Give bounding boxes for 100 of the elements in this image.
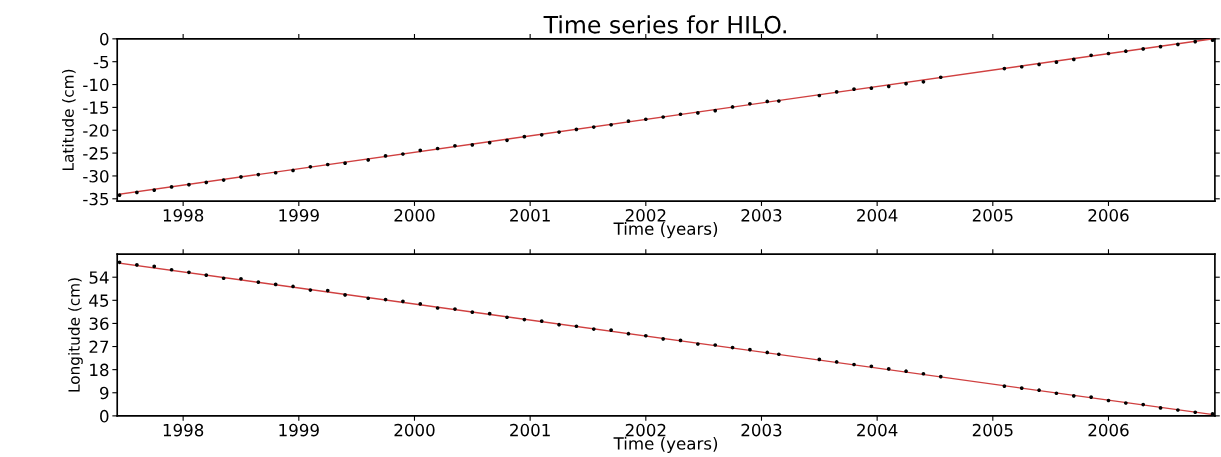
y-tick-label: 0 [100,32,109,46]
x-tick-label: 2002 [625,209,666,222]
point [383,154,388,158]
point [852,87,856,91]
point [135,263,139,267]
point [308,288,313,292]
point [904,81,908,86]
chart-title: Time series for HILO. [543,15,786,34]
x-tick-label: 1998 [163,423,204,437]
point [117,193,122,197]
point [453,307,457,311]
point [169,185,174,189]
point [643,117,648,122]
x-axis-title: Time (years) [613,436,718,453]
point [1089,53,1093,58]
point [1176,42,1180,47]
point [1054,391,1059,396]
point [152,264,157,269]
point [418,148,423,153]
y-tick-label: 0 [100,409,109,423]
point [221,178,226,182]
point [904,369,908,374]
point [643,333,648,338]
x-tick-label: 2004 [857,423,898,437]
point [869,364,874,369]
point [869,86,874,91]
point [661,115,665,119]
x-tick-label: 2004 [857,209,898,222]
point [557,322,561,327]
point [435,306,440,310]
x-tick-label: 2000 [394,209,435,222]
point [730,105,735,109]
point [776,352,781,357]
point [817,93,822,98]
x-axis-title: Time (years) [613,222,718,239]
x-tick-label: 1998 [163,209,204,222]
point [418,302,423,306]
point [1176,408,1180,412]
point [135,190,139,195]
point [1002,384,1007,388]
point [1193,39,1198,44]
x-tick-label: 2006 [1088,423,1129,437]
point [453,143,457,148]
y-tick-label: 18 [90,363,109,377]
point [401,152,405,156]
y-tick-label: 27 [89,340,109,353]
point [834,360,839,364]
y-axis-title: Latitude (cm) [62,69,76,170]
point [325,162,330,167]
point [713,108,718,113]
point [1054,60,1059,64]
point [776,99,781,103]
point [1037,62,1041,67]
point [1158,406,1163,410]
point [696,342,700,346]
point [921,371,926,376]
point [1071,394,1076,398]
point [505,315,509,320]
point [291,284,295,289]
point [1141,47,1146,51]
point [366,296,371,301]
point [678,112,683,117]
point [591,327,596,331]
point [557,130,561,134]
point [505,138,509,143]
point [661,337,665,341]
point [748,101,752,106]
y-tick-label: -25 [83,147,109,160]
point [609,122,613,127]
point [1193,410,1198,415]
point [886,84,891,89]
x-tick-label: 2006 [1088,209,1129,222]
point [1210,38,1215,43]
y-tick-label: -5 [93,55,109,69]
point [204,273,209,277]
x-tick-label: 2003 [741,209,782,222]
point [152,188,157,192]
point [574,324,579,329]
y-tick-label: 36 [89,317,109,330]
y-axis-title: Longitude (cm) [68,278,83,392]
point [1019,64,1024,69]
x-tick-label: 2003 [741,423,782,437]
x-tick-label: 2002 [625,423,666,437]
point [748,347,752,352]
point [591,125,596,129]
y-tick-label: 54 [89,271,109,284]
point [308,164,313,169]
point [221,276,226,281]
point [1019,386,1024,390]
point [117,260,122,265]
point [1071,57,1076,62]
point [169,267,174,272]
point [470,143,475,147]
x-tick-label: 2001 [510,209,550,222]
x-tick-label: 2005 [972,423,1013,437]
x-tick-label: 2005 [972,209,1013,222]
point [325,288,330,293]
point [852,362,856,367]
point [401,299,405,304]
y-tick-label: -15 [83,101,109,114]
